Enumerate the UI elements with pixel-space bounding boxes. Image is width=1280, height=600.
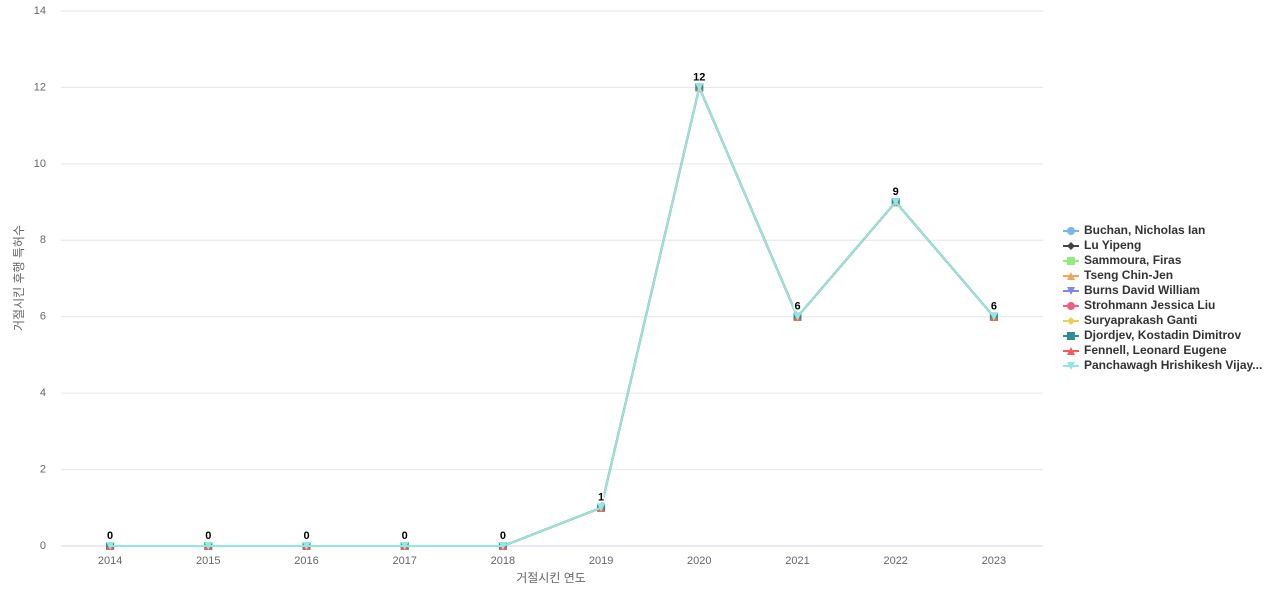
x-axis-title: 거절시킨 연도 <box>516 571 586 585</box>
x-tick-label: 2015 <box>196 555 220 567</box>
legend-label: Buchan, Nicholas Ian <box>1084 223 1205 237</box>
y-axis-title: 거절시킨 후행 특허수 <box>11 225 26 331</box>
legend-label: Panchawagh Hrishikesh Vijay... <box>1084 358 1262 372</box>
point-marker <box>989 312 998 321</box>
point-marker <box>204 542 213 550</box>
y-tick-label: 10 <box>34 158 46 170</box>
y-tick-label: 8 <box>40 234 46 246</box>
x-tick-label: 2023 <box>982 555 1006 567</box>
x-tick-label: 2018 <box>491 555 515 567</box>
point-marker <box>695 83 704 92</box>
legend-marker <box>1067 362 1075 370</box>
data-label: 0 <box>500 530 506 542</box>
data-label: 0 <box>303 530 309 542</box>
x-tick-label: 2019 <box>589 555 613 567</box>
data-label: 9 <box>893 186 899 198</box>
legend-marker <box>1067 227 1075 235</box>
y-tick-label: 12 <box>34 81 46 93</box>
data-label: 0 <box>402 530 408 542</box>
point-marker <box>400 542 409 550</box>
legend-label: Djordjev, Kostadin Dimitrov <box>1084 328 1241 342</box>
legend-label: Tseng Chin-Jen <box>1084 268 1173 282</box>
point-marker <box>498 542 507 550</box>
series-line <box>110 84 995 547</box>
legend-label: Fennell, Leonard Eugene <box>1084 343 1227 357</box>
point-marker <box>793 312 802 321</box>
legend-label: Strohmann Jessica Liu <box>1084 298 1215 312</box>
data-label: 0 <box>205 530 211 542</box>
y-tick-label: 2 <box>40 463 46 475</box>
point-marker <box>106 542 115 550</box>
data-label: 6 <box>794 301 800 313</box>
point-marker <box>302 542 311 550</box>
legend-marker <box>1067 242 1075 250</box>
legend-marker <box>1067 257 1075 265</box>
legend-label: Burns David William <box>1084 283 1200 297</box>
data-label: 0 <box>107 530 113 542</box>
x-tick-label: 2022 <box>883 555 907 567</box>
legend-marker <box>1067 317 1075 325</box>
y-tick-label: 0 <box>40 540 46 552</box>
y-tick-label: 6 <box>40 311 46 323</box>
x-tick-label: 2020 <box>687 555 711 567</box>
legend-marker <box>1067 332 1075 340</box>
data-label: 1 <box>598 492 604 504</box>
legend-label: Sammoura, Firas <box>1084 253 1182 267</box>
legend-marker <box>1067 272 1075 280</box>
point-marker <box>597 503 606 512</box>
legend-label: Suryaprakash Ganti <box>1084 313 1197 327</box>
legend-marker <box>1067 287 1075 295</box>
x-tick-label: 2014 <box>98 555 122 567</box>
data-label: 6 <box>991 301 997 313</box>
y-tick-label: 4 <box>40 387 46 399</box>
y-tick-label: 14 <box>34 5 46 17</box>
data-label: 12 <box>693 71 705 83</box>
x-tick-label: 2017 <box>392 555 416 567</box>
legend-marker <box>1067 347 1075 355</box>
legend-label: Lu Yipeng <box>1084 238 1141 252</box>
point-marker <box>891 198 900 207</box>
x-tick-label: 2016 <box>294 555 318 567</box>
x-tick-label: 2021 <box>785 555 809 567</box>
legend-marker <box>1067 302 1075 310</box>
